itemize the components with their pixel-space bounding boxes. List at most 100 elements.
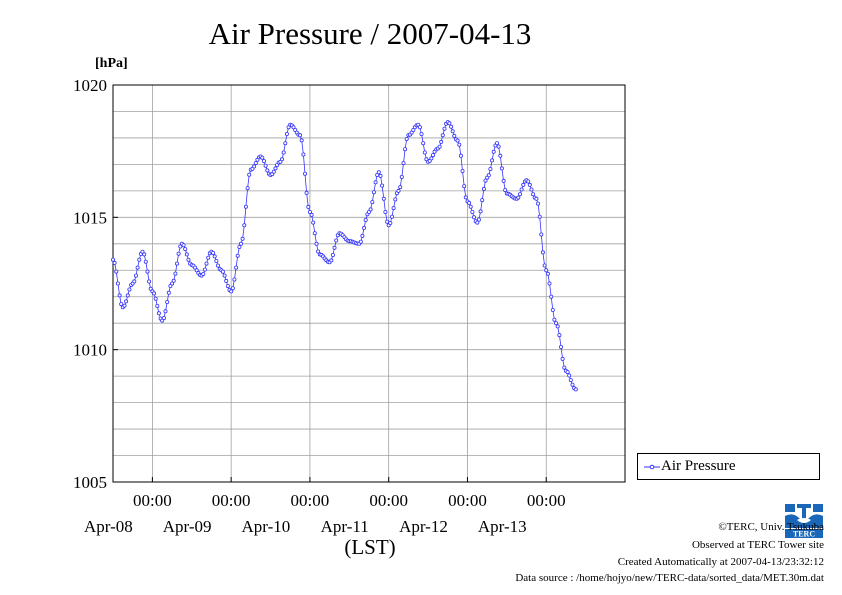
data-point — [174, 261, 179, 266]
x-tick-date-label: Apr-10 — [242, 517, 291, 536]
x-tick-date-label: Apr-12 — [399, 517, 448, 536]
data-point — [281, 150, 286, 155]
data-point — [393, 197, 398, 202]
data-point — [234, 265, 239, 270]
data-point — [570, 382, 575, 387]
data-point — [449, 124, 454, 129]
data-point — [137, 257, 142, 262]
data-point — [232, 277, 237, 282]
data-point — [135, 265, 140, 270]
data-point — [452, 133, 457, 138]
terc-logo-icon: TERC — [785, 504, 823, 539]
data-point — [283, 141, 288, 146]
data-point — [529, 187, 534, 192]
data-point — [222, 273, 227, 278]
data-point — [186, 257, 191, 262]
data-point — [468, 204, 473, 209]
data-point — [475, 220, 480, 225]
y-tick-label: 1015 — [73, 208, 107, 227]
y-tick-label: 1020 — [73, 76, 107, 95]
data-point — [501, 178, 506, 183]
data-point — [545, 271, 550, 276]
data-point — [307, 209, 312, 214]
data-point — [526, 179, 531, 184]
data-point — [439, 139, 444, 144]
data-point — [330, 252, 335, 257]
data-point — [316, 249, 321, 254]
data-point — [156, 311, 161, 316]
data-point — [271, 169, 276, 174]
data-point — [204, 261, 209, 266]
data-point — [212, 254, 217, 259]
data-point — [503, 188, 508, 193]
created-text: Created Automatically at 2007-04-13/23:3… — [617, 556, 824, 568]
data-point — [153, 296, 158, 301]
data-point — [567, 373, 572, 378]
data-point — [455, 138, 460, 143]
data-point — [220, 269, 225, 274]
data-point — [555, 324, 560, 329]
data-point — [483, 178, 488, 183]
data-point — [542, 263, 547, 268]
data-point — [132, 279, 137, 284]
data-point — [206, 255, 211, 260]
data-point — [403, 147, 408, 152]
site-text: Observed at TERC Tower site — [691, 539, 824, 551]
data-point — [358, 239, 363, 244]
data-point — [467, 200, 472, 205]
data-point — [235, 253, 240, 258]
data-point — [536, 201, 541, 206]
data-point — [237, 244, 242, 249]
data-point — [398, 185, 403, 190]
data-point — [245, 186, 250, 191]
x-tick-time-label: 00:00 — [448, 491, 487, 510]
plot-frame — [112, 84, 626, 483]
data-point — [568, 378, 573, 383]
data-point — [494, 141, 499, 146]
chart-title: Air Pressure / 2007-04-13 — [208, 16, 532, 51]
data-point — [376, 170, 381, 175]
data-point — [547, 281, 552, 286]
data-point — [201, 271, 206, 276]
data-point — [554, 321, 559, 326]
data-point — [422, 150, 427, 155]
data-point — [440, 133, 445, 138]
data-point — [163, 309, 168, 314]
legend-marker — [644, 464, 660, 470]
y-axis-unit-label: [hPa] — [95, 56, 128, 71]
data-point — [311, 220, 316, 225]
data-point — [147, 279, 152, 284]
data-point — [309, 212, 314, 217]
data-point — [370, 200, 375, 205]
data-point — [550, 307, 555, 312]
svg-text:TERC: TERC — [793, 530, 815, 539]
data-point — [381, 196, 386, 201]
data-point — [332, 245, 337, 250]
data-point — [404, 136, 409, 141]
data-point — [471, 215, 476, 220]
data-point — [263, 163, 268, 168]
data-point — [133, 273, 138, 278]
y-tick-label: 1005 — [73, 473, 107, 492]
data-point — [166, 290, 171, 295]
data-point — [261, 159, 266, 164]
data-point — [516, 195, 521, 200]
legend-label: Air Pressure — [661, 458, 736, 474]
data-point — [176, 251, 181, 256]
data-point — [457, 142, 462, 147]
data-point — [114, 269, 119, 274]
data-point — [373, 180, 378, 185]
data-point — [363, 217, 368, 222]
data-point — [119, 302, 124, 307]
data-point — [460, 168, 465, 173]
data-point — [243, 204, 248, 209]
data-point — [534, 196, 539, 201]
x-tick-time-label: 00:00 — [369, 491, 408, 510]
data-point — [539, 232, 544, 237]
data-point — [184, 252, 189, 257]
data-point — [549, 294, 554, 299]
data-point — [334, 238, 339, 243]
data-point — [380, 183, 385, 188]
data-point — [117, 293, 122, 298]
